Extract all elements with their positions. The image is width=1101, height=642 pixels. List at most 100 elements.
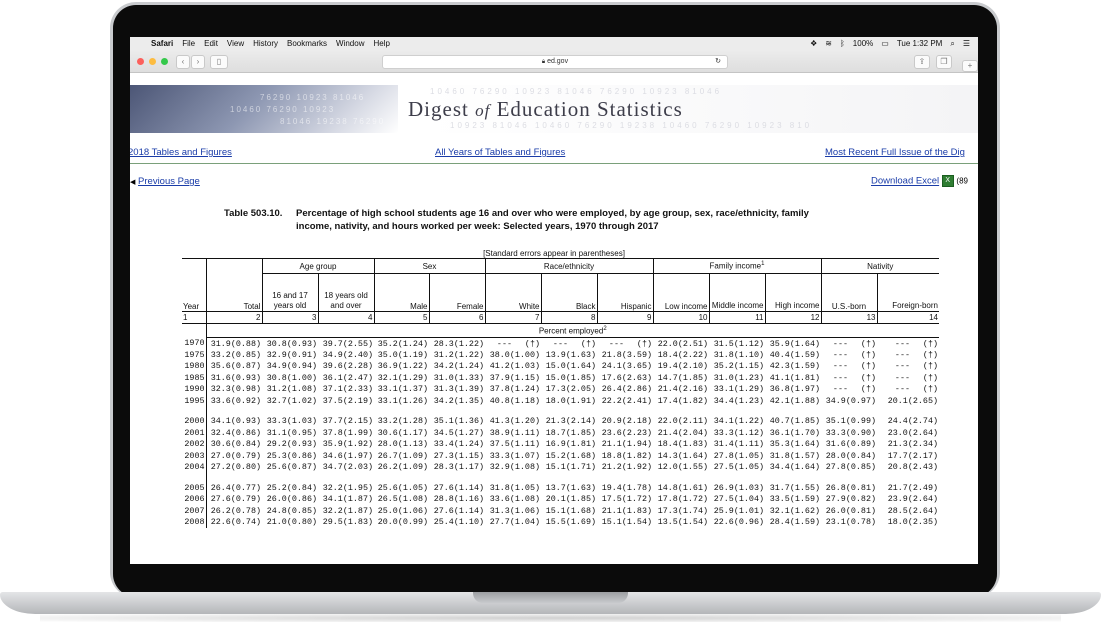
cell-standard-error: (2.03) [342, 462, 373, 473]
cell-standard-error: (1.64) [789, 338, 820, 349]
empty-cell [653, 473, 709, 482]
back-button[interactable]: ‹ [176, 55, 190, 69]
menu-view[interactable]: View [226, 39, 245, 48]
cell-value: 27.9 [825, 494, 846, 505]
cell-value: 41.3 [489, 416, 510, 427]
close-window-icon[interactable] [137, 58, 144, 65]
macos-menubar: Safari File Edit View History Bookmarks … [130, 37, 978, 50]
cell-standard-error: (1.00) [286, 372, 317, 383]
wifi-icon[interactable]: ≋ [825, 39, 832, 48]
link-most-recent-issue[interactable]: Most Recent Full Issue of the Dig [825, 147, 965, 158]
cell-standard-error: (1.26) [397, 395, 428, 406]
cell-standard-error: (1.18) [509, 395, 540, 406]
cell-value: 15.1 [545, 505, 566, 516]
menu-bookmarks[interactable]: Bookmarks [287, 39, 328, 48]
data-cell: 13.9(1.63) [541, 349, 597, 361]
data-cell: 38.9(1.11) [485, 427, 541, 439]
cell-standard-error: (1.63) [565, 349, 596, 360]
cell-value: 33.3 [713, 427, 734, 438]
cell-value: 14.3 [657, 450, 678, 461]
new-tab-button[interactable]: + [962, 60, 978, 72]
data-cell: 32.9(0.91) [262, 349, 318, 361]
zoom-window-icon[interactable] [161, 58, 168, 65]
menu-window[interactable]: Window [336, 39, 365, 48]
data-cell: --- (†) [877, 349, 939, 361]
data-cell: 33.1(1.37) [374, 384, 429, 396]
cell-value: 38.0 [489, 349, 510, 360]
data-cell: 27.8(1.05) [709, 450, 765, 462]
reload-icon[interactable]: ↻ [715, 58, 721, 65]
cell-value: 21.3 [887, 439, 908, 450]
cell-value: 25.6 [377, 482, 398, 493]
cell-standard-error: (1.17) [397, 427, 428, 438]
battery-icon[interactable]: ▭ [881, 39, 889, 48]
data-cell: 18.4(1.83) [653, 439, 709, 451]
data-cell: 31.6(0.89) [821, 439, 877, 451]
row-year: 2002 [182, 438, 207, 450]
tabs-button[interactable]: ❐ [936, 55, 952, 69]
data-cell: 31.2(1.22) [429, 349, 485, 361]
empty-cell [821, 407, 877, 416]
empty-cell [262, 407, 318, 416]
cell-standard-error: (1.85) [677, 372, 708, 383]
bluetooth-icon[interactable]: ᛒ [839, 39, 845, 48]
share-button[interactable]: ⇪ [914, 55, 930, 69]
cell-value: 34.9 [825, 395, 846, 406]
row-year: 1990 [182, 383, 207, 395]
cell-value: 31.3 [433, 384, 454, 395]
laptop-shadow [40, 614, 1061, 622]
data-cell: 27.9(0.82) [821, 494, 877, 506]
cell-standard-error: (1.22) [733, 416, 764, 427]
dropbox-icon[interactable]: ❖ [810, 39, 818, 48]
spotlight-icon[interactable]: ⌕ [950, 38, 955, 48]
data-cell: 19.4(2.10) [653, 361, 709, 373]
table-title-line1: Percentage of high school students age 1… [296, 208, 809, 219]
cell-value: 31.8 [769, 450, 790, 461]
cell-value: 30.6 [377, 427, 398, 438]
previous-page-link[interactable]: Previous Page [138, 176, 200, 187]
data-cell: 35.6(0.87) [206, 361, 262, 373]
cell-standard-error: (1.06) [397, 505, 428, 516]
cell-standard-error: (0.81) [845, 505, 876, 516]
cell-standard-error: (2.51) [677, 338, 708, 349]
cell-value: 33.6 [489, 494, 510, 505]
cell-value: 28.8 [433, 494, 454, 505]
menu-edit[interactable]: Edit [204, 39, 218, 48]
cell-standard-error: (2.14) [565, 416, 596, 427]
data-cell: 22.6(0.96) [709, 517, 765, 529]
data-cell: 36.1(1.70) [765, 427, 821, 439]
data-cell: --- (†) [821, 338, 877, 350]
clock[interactable]: Tue 1:32 PM [896, 39, 943, 48]
column-number: 6 [429, 311, 486, 324]
empty-cell [485, 407, 541, 416]
address-bar[interactable]: 🔒︎ ed.gov ↻ [382, 55, 728, 69]
excel-icon[interactable]: X [941, 175, 954, 187]
menu-help[interactable]: Help [373, 39, 390, 48]
data-cell: 17.5(1.72) [597, 494, 653, 506]
link-all-years[interactable]: All Years of Tables and Figures [435, 147, 566, 158]
link-2018-tables[interactable]: 2018 Tables and Figures [130, 147, 232, 158]
menu-app-name[interactable]: Safari [151, 39, 174, 48]
empty-cell [429, 407, 485, 416]
data-cell: 33.6(0.92) [206, 395, 262, 407]
cell-value: 15.1 [545, 462, 566, 473]
cell-standard-error: (†) [636, 338, 652, 349]
minimize-window-icon[interactable] [149, 58, 156, 65]
forward-button[interactable]: › [191, 55, 205, 69]
menu-file[interactable]: File [182, 39, 196, 48]
arrow-left-icon[interactable]: ◀ [130, 179, 136, 186]
download-excel-link[interactable]: Download Excel [871, 175, 940, 187]
cell-value: 31.2 [266, 384, 287, 395]
data-cell: 34.4(1.23) [709, 395, 765, 407]
data-cell: 16.9(1.81) [541, 439, 597, 451]
data-cell: 33.6(1.08) [485, 494, 541, 506]
menu-history[interactable]: History [253, 39, 279, 48]
cell-value: 23.0 [887, 427, 908, 438]
cell-standard-error: (1.24) [397, 338, 428, 349]
sidebar-button[interactable]: ▯ [210, 55, 228, 69]
empty-cell [597, 473, 653, 482]
cell-value: 31.8 [489, 482, 510, 493]
cell-value: 15.1 [601, 517, 622, 528]
notification-center-icon[interactable]: ☰ [962, 39, 970, 48]
data-cell: 17.4(1.82) [653, 395, 709, 407]
